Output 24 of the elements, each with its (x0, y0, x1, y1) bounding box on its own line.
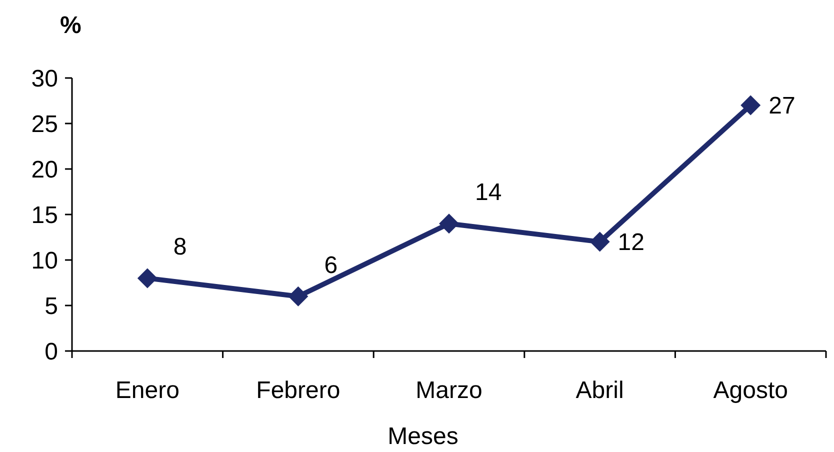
x-tick-label: Febrero (256, 377, 340, 404)
x-axis-title: Meses (388, 423, 458, 450)
y-tick-label: 5 (44, 292, 58, 320)
x-tick-label: Agosto (713, 377, 788, 404)
y-axis-title: % (60, 12, 82, 39)
point (288, 286, 308, 306)
data-label: 6 (324, 252, 338, 279)
point (590, 232, 610, 252)
y-tick-label: 10 (31, 247, 58, 274)
y-tick-label: 25 (31, 110, 58, 138)
data-label: 14 (475, 179, 502, 206)
x-tick-label: Abril (576, 377, 624, 404)
y-tick-label: 0 (44, 338, 58, 366)
point (740, 95, 761, 116)
y-tick-label: 20 (31, 156, 58, 184)
data-label: 12 (618, 229, 645, 256)
y-tick-label: 15 (31, 202, 58, 229)
data-label: 27 (768, 92, 796, 120)
data-label: 8 (173, 234, 187, 261)
x-tick-label: Enero (115, 377, 180, 404)
point (137, 268, 158, 288)
x-tick-label: Marzo (416, 377, 482, 404)
point (439, 214, 459, 234)
y-tick-label: 30 (31, 65, 58, 92)
